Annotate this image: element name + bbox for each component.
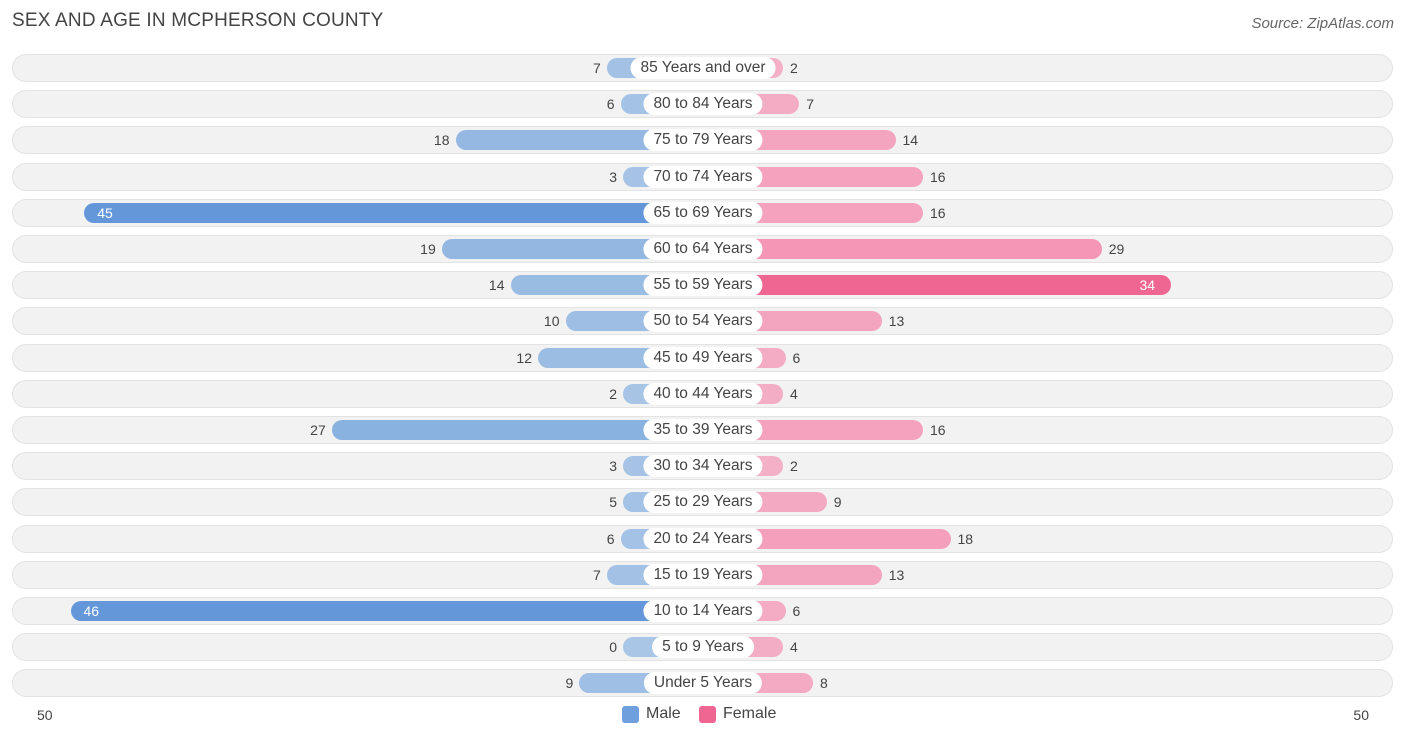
male-bar[interactable] (84, 203, 703, 223)
axis-right-label: 50 (1353, 707, 1369, 723)
category-label: 25 to 29 Years (643, 491, 763, 513)
female-value-label: 2 (790, 458, 798, 474)
male-value-label: 9 (565, 675, 574, 691)
male-value-label: 5 (609, 494, 617, 510)
female-bar[interactable] (703, 275, 1171, 295)
male-value-label: 14 (488, 277, 505, 293)
male-bar[interactable] (441, 239, 703, 259)
male-value-label: 12 (516, 350, 532, 366)
category-label: 45 to 49 Years (643, 347, 763, 369)
category-label: 40 to 44 Years (643, 383, 763, 405)
axis-left-label: 50 (37, 707, 53, 723)
female-value-label: 4 (790, 639, 798, 655)
male-value-label: 18 (433, 132, 450, 148)
female-value-label: 4 (790, 386, 798, 402)
male-value-label: 6 (606, 96, 615, 112)
female-value-label: 16 (930, 169, 946, 185)
female-value-label: 14 (902, 132, 919, 148)
female-value-label: 8 (820, 675, 828, 691)
category-label: 20 to 24 Years (643, 528, 763, 550)
legend-item-female[interactable]: Female (699, 705, 776, 723)
legend-item-male[interactable]: Male (622, 705, 681, 723)
legend-swatch-female (699, 705, 716, 723)
category-label: 50 to 54 Years (643, 310, 763, 332)
category-label: 70 to 74 Years (643, 166, 763, 188)
female-value-label: 7 (806, 96, 815, 112)
male-value-label: 7 (592, 60, 601, 76)
chart-title: SEX AND AGE IN MCPHERSON COUNTY (12, 10, 384, 31)
male-value-label: 19 (420, 241, 436, 257)
male-value-label: 3 (609, 458, 617, 474)
category-label: 55 to 59 Years (643, 274, 763, 296)
category-label: 10 to 14 Years (643, 600, 763, 622)
legend-swatch-male (622, 705, 639, 723)
female-value-label: 13 (888, 313, 905, 329)
category-label: 5 to 9 Years (652, 636, 754, 658)
male-value-label: 2 (609, 386, 617, 402)
male-value-label: 0 (609, 639, 617, 655)
female-value-label: 2 (790, 60, 798, 76)
male-bar[interactable] (331, 420, 703, 440)
category-label: 65 to 69 Years (643, 202, 763, 224)
male-value-label: 6 (606, 531, 615, 547)
category-label: 15 to 19 Years (643, 564, 763, 586)
category-label: 35 to 39 Years (643, 419, 763, 441)
category-label: 80 to 84 Years (643, 93, 763, 115)
male-value-label: 45 (97, 205, 113, 221)
female-value-label: 6 (792, 350, 801, 366)
legend: Male Female (0, 705, 1406, 727)
female-value-label: 9 (833, 494, 842, 510)
category-label: 75 to 79 Years (643, 129, 763, 151)
female-bar[interactable] (703, 529, 951, 549)
male-value-label: 27 (310, 422, 326, 438)
female-value-label: 29 (1108, 241, 1125, 257)
source-label: Source: ZipAtlas.com (1251, 15, 1394, 32)
female-value-label: 16 (930, 422, 946, 438)
legend-label-male: Male (646, 705, 681, 722)
male-bar[interactable] (70, 601, 703, 621)
category-label: 85 Years and over (630, 57, 776, 79)
female-value-label: 18 (957, 531, 974, 547)
male-bar[interactable] (455, 130, 703, 150)
legend-label-female: Female (723, 705, 777, 722)
female-value-label: 13 (888, 567, 905, 583)
male-value-label: 46 (83, 603, 100, 619)
male-value-label: 7 (592, 567, 601, 583)
male-value-label: 3 (609, 169, 617, 185)
female-value-label: 6 (792, 603, 801, 619)
category-label: 30 to 34 Years (643, 455, 763, 477)
category-label: 60 to 64 Years (643, 238, 763, 260)
female-value-label: 16 (930, 205, 946, 221)
female-value-label: 34 (1139, 277, 1156, 293)
category-label: Under 5 Years (643, 672, 763, 694)
male-value-label: 10 (543, 313, 560, 329)
female-bar[interactable] (703, 239, 1102, 259)
